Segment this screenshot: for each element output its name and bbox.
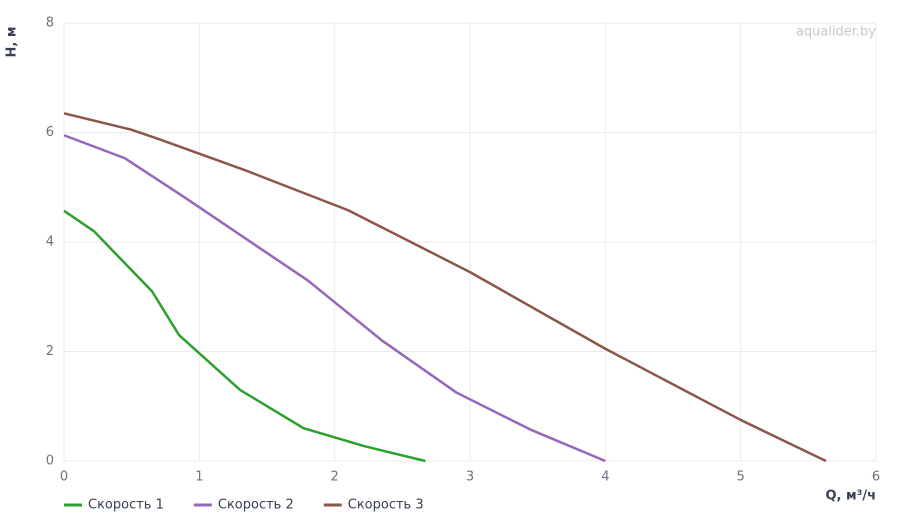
x-tick-label: 3 [466, 470, 474, 485]
x-axis-label: Q, м³/ч [825, 489, 876, 504]
x-tick-label: 2 [331, 470, 339, 485]
y-tick-label: 0 [46, 454, 54, 469]
series-line [63, 134, 606, 463]
x-tick-label: 4 [601, 470, 609, 485]
y-tick-label: 6 [46, 125, 54, 140]
x-tick-label: 1 [195, 470, 203, 485]
series-line [63, 112, 827, 463]
x-tick-label: 6 [872, 470, 880, 485]
x-tick-label: 5 [737, 470, 745, 485]
series-line [63, 209, 426, 463]
y-tick-label: 4 [46, 235, 54, 250]
y-tick-label: 2 [46, 344, 54, 359]
watermark: aqualider.by [796, 25, 876, 40]
y-tick-label: 8 [46, 16, 54, 31]
legend-label: Скорость 1 [88, 498, 164, 513]
x-tick-label: 0 [60, 470, 68, 485]
legend-label: Скорость 2 [218, 498, 294, 513]
y-axis-label: H, м [5, 27, 20, 58]
legend-label: Скорость 3 [348, 498, 424, 513]
